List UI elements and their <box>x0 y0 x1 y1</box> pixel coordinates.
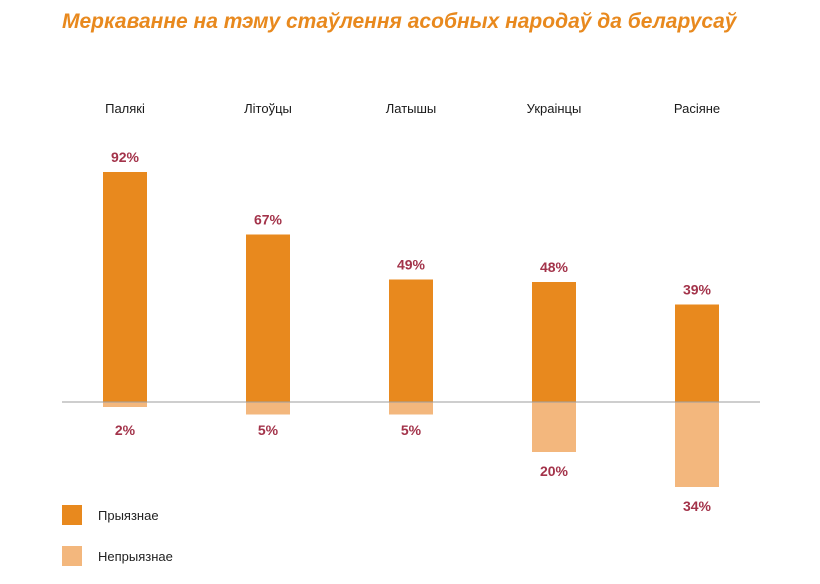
data-label-negative-0: 2% <box>115 422 136 438</box>
bar-negative-2 <box>389 402 433 415</box>
bar-positive-2 <box>389 279 433 402</box>
bar-negative-4 <box>675 402 719 487</box>
data-label-negative-2: 5% <box>401 422 422 438</box>
data-label-positive-4: 39% <box>683 282 712 298</box>
bar-positive-3 <box>532 282 576 402</box>
category-label-1: Літоўцы <box>244 101 292 116</box>
bar-negative-3 <box>532 402 576 452</box>
data-label-positive-1: 67% <box>254 212 283 228</box>
data-label-positive-0: 92% <box>111 149 140 165</box>
bar-negative-0 <box>103 402 147 407</box>
legend-swatch-positive <box>62 505 82 525</box>
category-label-0: Палякі <box>105 101 145 116</box>
legend-swatch-negative <box>62 546 82 566</box>
data-label-negative-4: 34% <box>683 498 712 514</box>
bar-positive-1 <box>246 234 290 402</box>
bar-positive-4 <box>675 304 719 402</box>
category-label-2: Латышы <box>386 101 437 116</box>
legend-label-negative: Непрыязнае <box>98 548 173 564</box>
bar-negative-1 <box>246 402 290 415</box>
chart-title: Меркаванне на тэму стаўлення асобных нар… <box>62 10 737 33</box>
bar-positive-0 <box>103 172 147 402</box>
data-label-negative-3: 20% <box>540 463 569 479</box>
data-label-positive-2: 49% <box>397 257 426 273</box>
legend-item-negative: Непрыязнае <box>62 546 173 566</box>
category-label-3: Украінцы <box>527 101 582 116</box>
category-label-4: Расіяне <box>674 101 720 116</box>
legend-item-positive: Прыязнае <box>62 505 159 525</box>
data-label-positive-3: 48% <box>540 259 569 275</box>
legend-label-positive: Прыязнае <box>98 507 159 523</box>
data-label-negative-1: 5% <box>258 422 279 438</box>
